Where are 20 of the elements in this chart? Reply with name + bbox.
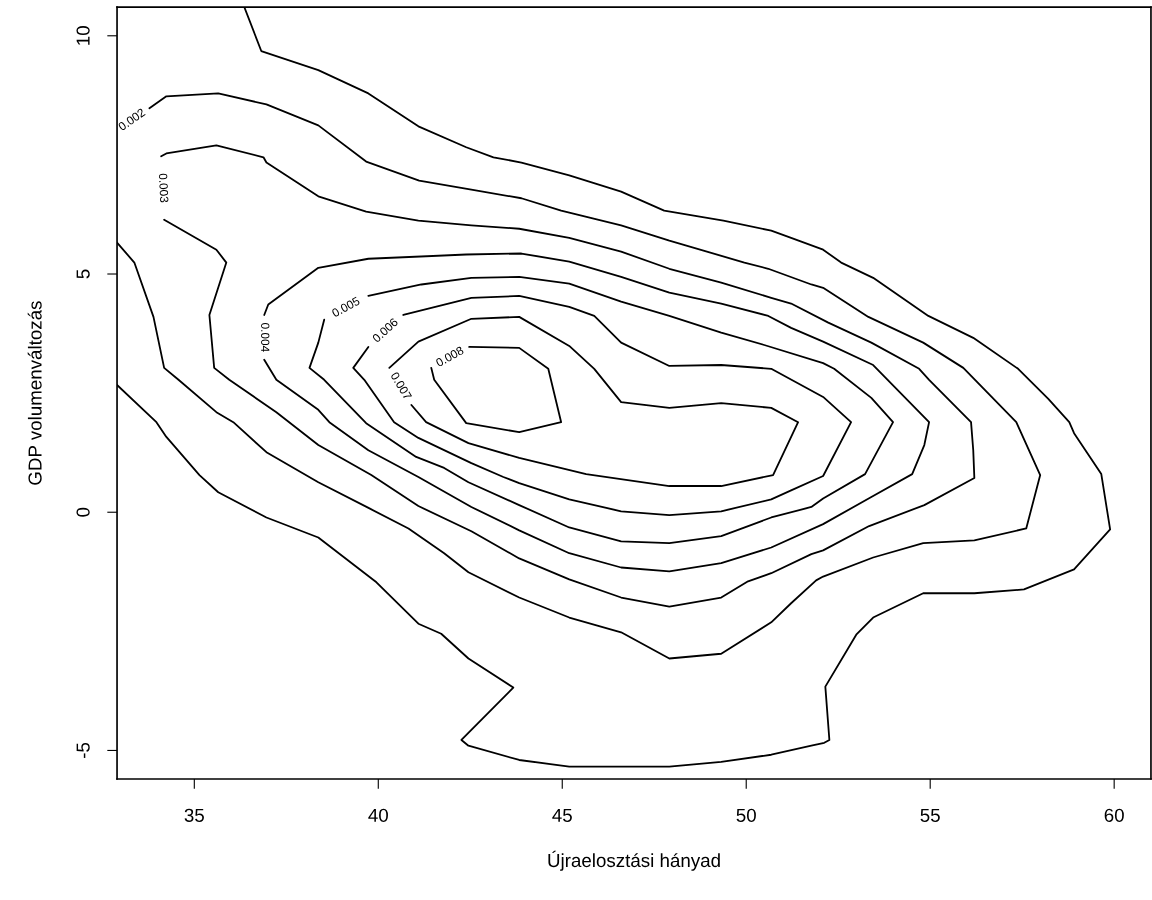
x-tick-label: 50 — [736, 808, 756, 822]
y-tick-label: 10 — [76, 26, 90, 45]
text: 0.003 — [158, 173, 169, 203]
line-series — [308, 275, 894, 545]
x-tick-label: 55 — [920, 808, 940, 822]
x-tick-label: 45 — [552, 808, 572, 822]
y-tick-label: 5 — [76, 269, 90, 279]
x-tick-label: 40 — [368, 808, 388, 822]
line-series — [430, 345, 563, 434]
line-series — [263, 252, 930, 573]
text: 0.004 — [261, 323, 270, 352]
text: 0.008 — [435, 345, 465, 368]
x-tick-label: 35 — [184, 808, 204, 822]
x-axis-title: Újraelosztási hányad — [548, 850, 720, 871]
y-tick-label: -5 — [76, 742, 90, 758]
x-tick-label: 60 — [1104, 808, 1124, 822]
text: 0.005 — [331, 296, 361, 318]
y-tick-label: 0 — [76, 507, 90, 517]
y-axis-title: GDP volumenváltozás — [27, 301, 42, 485]
line-series — [160, 144, 976, 608]
